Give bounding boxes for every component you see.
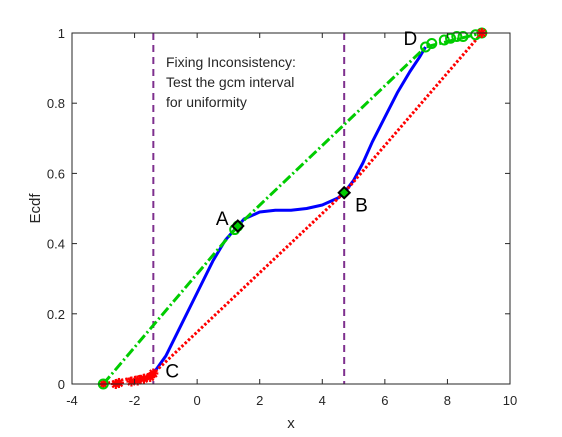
x-tick-label: 8 [444,393,451,408]
series-line-0 [152,46,427,375]
x-tick-label: 4 [319,393,326,408]
annotation-line-2: for uniformity [166,94,247,110]
axes-layer: -4 -2 0 2 4 6 8 10 0 0.2 0.4 0.6 0.8 1 [47,26,517,408]
y-tick-label: 0.8 [47,96,65,111]
x-tick-label: -4 [66,393,78,408]
circle-marker [457,31,469,43]
circle-marker [445,32,457,44]
x-tick-label: 10 [503,393,517,408]
circle-marker [451,31,463,43]
x-tick-label: 6 [381,393,388,408]
text-layer: x Ecdf Fixing Inconsistency: Test the gcm i… [27,29,417,432]
circle-marker [438,34,450,46]
y-tick-label: 0 [58,377,65,392]
y-tick-label: 0.2 [47,307,65,322]
annotation-line-0: Fixing Inconsistency: [166,54,296,70]
star-marker [113,377,124,388]
point-label-a: A [216,209,229,230]
plot-area [72,33,510,384]
point-label-c: C [165,361,179,382]
x-tick-label: -2 [129,393,141,408]
circle-marker [426,38,438,50]
y-tick-label: 1 [58,26,65,41]
point-label-d: D [404,29,418,50]
annotation-line-1: Test the gcm interval [166,74,294,90]
star-stroke [149,369,158,378]
star-stroke [114,378,124,388]
y-tick-label: 0.6 [47,166,65,181]
diamond-marker [230,219,245,233]
series-line-2 [102,32,483,386]
x-tick-label: 2 [256,393,263,408]
y-axis-label: Ecdf [27,193,44,224]
point-label-b: B [355,196,368,217]
y-tick-label: 0.4 [47,237,65,252]
x-tick-label: 0 [194,393,201,408]
diamond-marker [337,185,352,200]
star-marker [148,368,159,379]
axes-box [71,32,511,385]
x-axis-label: x [287,415,295,432]
